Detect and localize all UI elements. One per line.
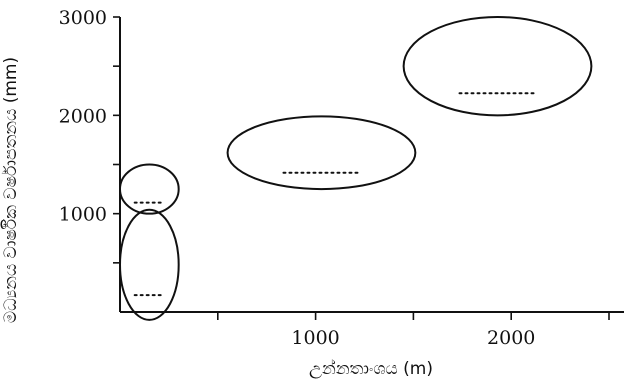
zone-mid-ellipse [226, 115, 417, 191]
zone-lowland-dry-ellipse [119, 208, 180, 321]
zone-lowland-wet-ellipse [119, 163, 180, 215]
y-tick-label: 2000 [59, 105, 107, 127]
axes [119, 17, 624, 313]
x-axis-ticks: 1000 2000 [217, 312, 610, 349]
y-axis-title: මධ්‍යනය වාර්ෂික වර්ෂාපතනය (mm) [1, 57, 21, 323]
x-tick-label: 1000 [291, 327, 339, 349]
y-tick-label: 3000 [59, 7, 107, 29]
y-axis-ticks: 1000 2000 3000 [59, 7, 120, 264]
y-tick-label: 1000 [59, 204, 107, 226]
x-tick-label: 2000 [487, 327, 535, 349]
zone-high-ellipse [402, 15, 593, 117]
x-axis-title: උන්නතාංශය (m) [309, 359, 433, 379]
zones [119, 15, 593, 321]
